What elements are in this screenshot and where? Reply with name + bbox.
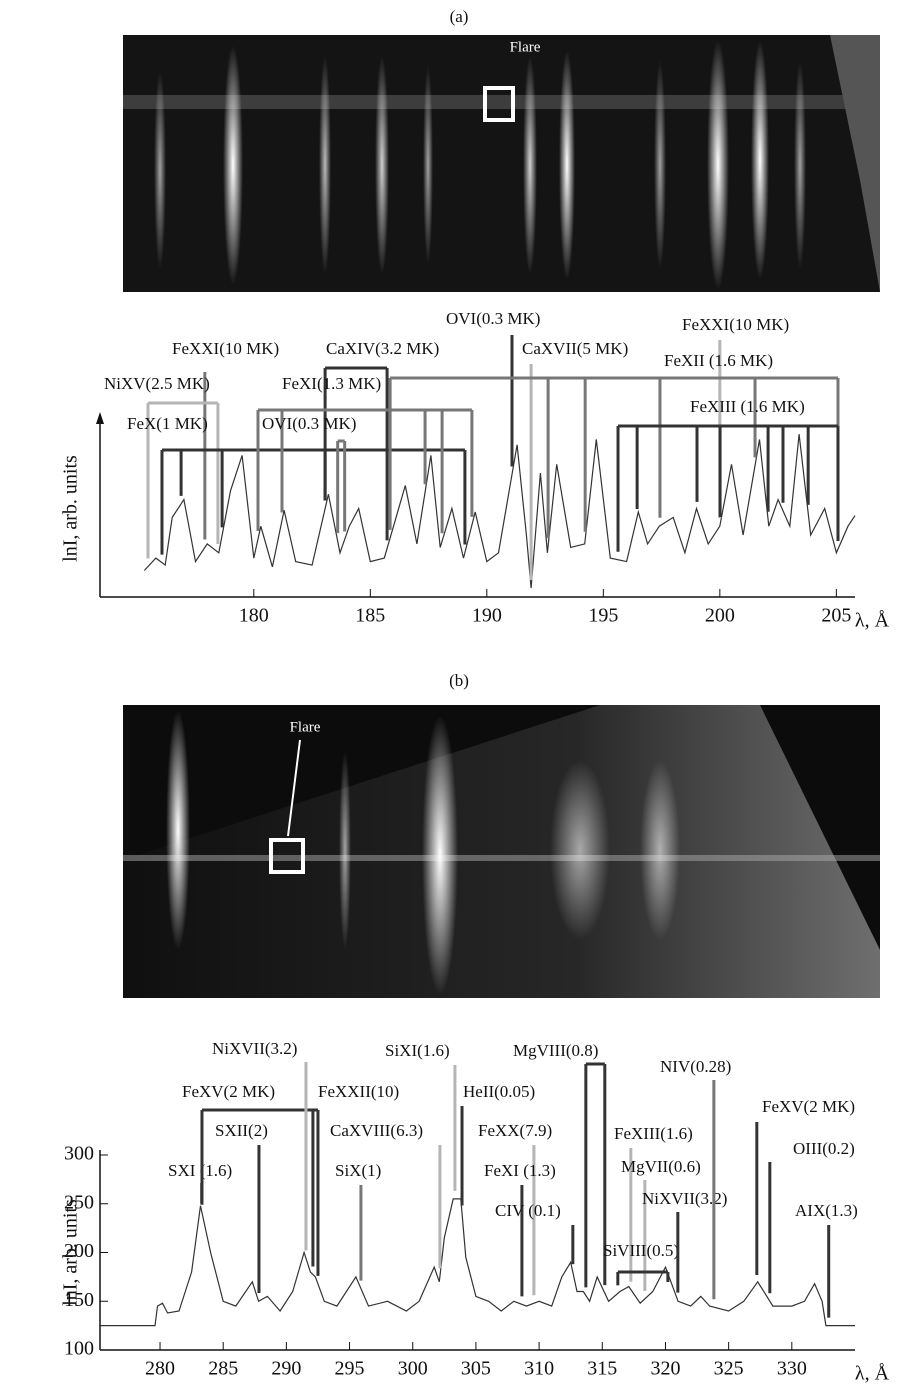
line-label: CaXIV(3.2 MK)	[326, 339, 439, 358]
line-label: SXI (1.6)	[168, 1161, 232, 1180]
line-label: SiX(1)	[335, 1161, 381, 1180]
line-label: NiXV(2.5 MK)	[104, 374, 210, 393]
line-label: FeXV(2 MK)	[182, 1082, 275, 1101]
line-label: CaXVII(5 MK)	[522, 339, 628, 358]
line-label: SiXI(1.6)	[385, 1041, 450, 1060]
line-label: NiXVII(3.2)	[212, 1039, 297, 1058]
x-tick-label: 285	[208, 1358, 238, 1380]
line-label: MgVII(0.6)	[621, 1157, 701, 1176]
line-label: FeXIII (1.6 MK)	[690, 397, 805, 416]
y-tick-label: 100	[64, 1338, 94, 1360]
y-tick-label: 200	[64, 1240, 94, 1262]
line-label: SiVIII(0.5)	[603, 1241, 679, 1260]
line-label: MgVIII(0.8)	[513, 1041, 598, 1060]
x-tick-label: 300	[398, 1358, 428, 1380]
y-tick-label: 250	[64, 1191, 94, 1213]
x-tick-label: 295	[335, 1358, 365, 1380]
panel-title: (a)	[450, 7, 469, 26]
x-tick-label: 290	[271, 1358, 301, 1380]
x-tick-label: 330	[777, 1358, 807, 1380]
spectrum	[143, 434, 856, 589]
line-label: OVI(0.3 MK)	[446, 309, 540, 328]
x-tick-label: 205	[821, 605, 851, 627]
image-a	[123, 35, 880, 292]
x-tick-label: 195	[588, 605, 618, 627]
panel-title: (b)	[449, 671, 469, 690]
line-label: FeXXII(10)	[318, 1082, 399, 1101]
line-label: OVI(0.3 MK)	[262, 414, 356, 433]
line-label: FeXII (1.6 MK)	[664, 351, 773, 370]
line-label: FeX(1 MK)	[127, 414, 208, 433]
image-label: Flare	[510, 39, 541, 55]
line-label: FeXV(2 MK)	[762, 1097, 855, 1116]
x-tick-label: 320	[650, 1358, 680, 1380]
x-tick-label: 200	[705, 605, 735, 627]
x-tick-label: 185	[355, 605, 385, 627]
line-label: OIII(0.2)	[793, 1139, 855, 1158]
line-label: SXII(2)	[215, 1121, 268, 1140]
line-label: NIV(0.28)	[660, 1057, 731, 1076]
x-axis-label: λ, Å	[855, 610, 890, 632]
x-tick-label: 315	[587, 1358, 617, 1380]
line-label: FeXX(7.9)	[478, 1121, 552, 1140]
image-b	[123, 705, 880, 998]
y-axis-arrow	[96, 412, 104, 424]
x-tick-label: 325	[714, 1358, 744, 1380]
line-label: FeXXI(10 MK)	[172, 339, 279, 358]
y-tick-label: 300	[64, 1143, 94, 1165]
x-tick-label: 190	[472, 605, 502, 627]
x-axis-label: λ, Å	[855, 1363, 890, 1385]
line-label: HeII(0.05)	[463, 1082, 535, 1101]
x-tick-label: 280	[145, 1358, 175, 1380]
y-tick-label: 150	[64, 1289, 94, 1311]
line-label: CaXVIII(6.3)	[330, 1121, 423, 1140]
y-axis-label: lnI, arb. units	[60, 455, 82, 562]
image-label: Flare	[290, 719, 321, 735]
line-label: FeXIII(1.6)	[614, 1124, 693, 1143]
line-label: FeXI (1.3)	[484, 1161, 556, 1180]
line-label: CIV (0.1)	[495, 1201, 561, 1220]
x-tick-label: 305	[461, 1358, 491, 1380]
x-tick-label: 180	[239, 605, 269, 627]
line-label: AIX(1.3)	[795, 1201, 858, 1220]
line-label: NiXVII(3.2)	[642, 1189, 727, 1208]
y-axis-label: lnI, arb. units	[60, 1199, 82, 1306]
x-tick-label: 310	[524, 1358, 554, 1380]
line-label: FeXXI(10 MK)	[682, 315, 789, 334]
line-label: FeXI(1.3 MK)	[282, 374, 381, 393]
spectrum	[100, 1198, 855, 1327]
